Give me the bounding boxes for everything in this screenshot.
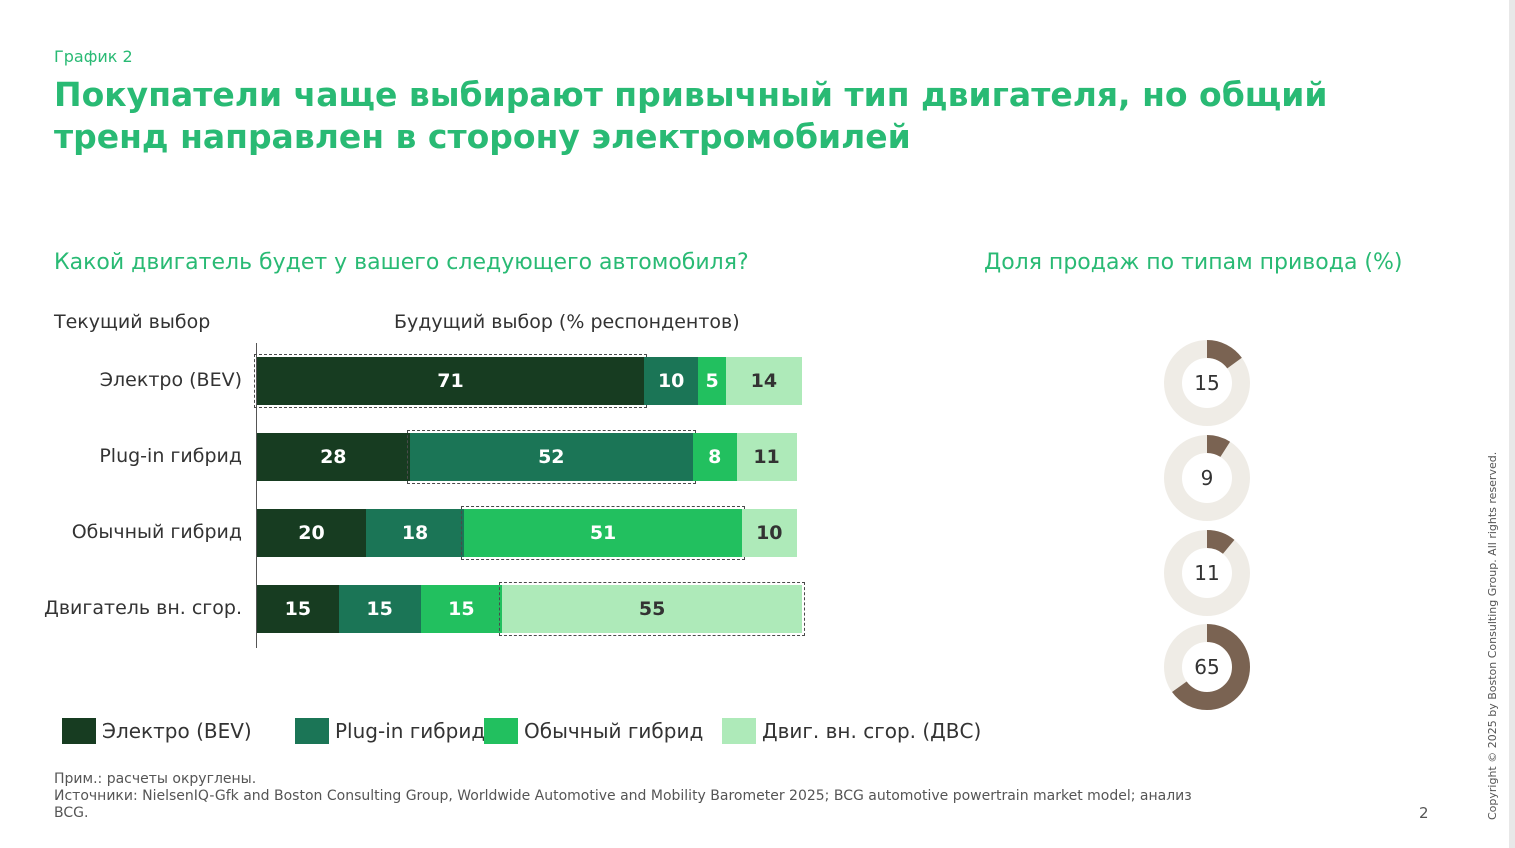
- bar-segment-hev: 51: [461, 506, 746, 560]
- bar-segment-phev: 15: [338, 585, 421, 633]
- donut-value: 65: [1194, 655, 1220, 679]
- bar-segment-hev: 8: [693, 433, 737, 481]
- y-axis-title: Текущий выбор: [54, 311, 211, 333]
- x-axis-title: Будущий выбор (% респондентов): [394, 311, 740, 333]
- bar-segment-ice: 55: [499, 582, 805, 636]
- legend-label: Электро (BEV): [102, 719, 252, 743]
- footnote-sources: Источники: NielsenIQ-Gfk and Boston Cons…: [54, 788, 1192, 821]
- donut-2: 9: [1163, 434, 1251, 522]
- legend-label: Обычный гибрид: [524, 719, 704, 743]
- bar-segment-phev: 18: [366, 509, 465, 557]
- legend-item-bev: Электро (BEV): [62, 718, 252, 744]
- legend-swatch: [722, 718, 756, 744]
- row-label: Двигатель вн. сгор.: [43, 597, 242, 619]
- chart-label: График 2: [54, 47, 133, 66]
- legend-label: Двиг. вн. сгор. (ДВС): [762, 719, 982, 743]
- donut-slice: [1164, 435, 1250, 521]
- row-label: Plug-in гибрид: [99, 445, 242, 467]
- slide-edge: [1509, 0, 1515, 848]
- donut-slice: [1164, 340, 1250, 426]
- bar-segment-ice: 10: [742, 509, 797, 557]
- legend-swatch: [484, 718, 518, 744]
- copyright: Copyright © 2025 by Boston Consulting Gr…: [1486, 451, 1499, 820]
- legend-label: Plug-in гибрид: [335, 719, 486, 743]
- page-number: 2: [1419, 804, 1429, 822]
- bar-segment-bev: 15: [257, 585, 339, 633]
- bar-segment-hev: 15: [420, 585, 503, 633]
- donut-value: 9: [1200, 466, 1214, 490]
- page-title: Покупатели чаще выбирают привычный тип д…: [54, 75, 1328, 156]
- legend-swatch: [62, 718, 96, 744]
- bar-chart-title: Какой двигатель будет у вашего следующег…: [54, 250, 749, 275]
- donut-4: 65: [1163, 623, 1251, 711]
- donut-slice: [1164, 530, 1250, 616]
- legend-item-ice: Двиг. вн. сгор. (ДВС): [722, 718, 981, 744]
- bar-segment-phev: 10: [643, 357, 699, 405]
- row-label: Электро (BEV): [99, 369, 242, 391]
- donut-3: 11: [1163, 529, 1251, 617]
- donut-slice: [1164, 624, 1250, 710]
- donut-value: 15: [1194, 371, 1220, 395]
- bar-segment-ice: 14: [725, 357, 802, 405]
- bar-segment-bev: 20: [257, 509, 366, 557]
- donut-1: 15: [1163, 339, 1251, 427]
- donut-chart-title: Доля продаж по типам привода (%): [984, 250, 1403, 275]
- legend-item-hev: Обычный гибрид: [484, 718, 703, 744]
- legend-item-phev: Plug-in гибрид: [295, 718, 485, 744]
- bar-segment-phev: 52: [406, 430, 696, 484]
- donut-value: 11: [1194, 561, 1220, 585]
- row-label: Обычный гибрид: [71, 521, 242, 543]
- footnote-note: Прим.: расчеты округлены.: [54, 771, 257, 787]
- y-axis-line: [256, 343, 257, 648]
- legend-swatch: [295, 718, 329, 744]
- bar-segment-ice: 11: [736, 433, 797, 481]
- footnotes: Прим.: расчеты округлены. Источники: Nie…: [54, 771, 1204, 822]
- bar-segment-bev: 71: [254, 354, 647, 408]
- bar-segment-bev: 28: [257, 433, 410, 481]
- bar-segment-hev: 5: [698, 357, 726, 405]
